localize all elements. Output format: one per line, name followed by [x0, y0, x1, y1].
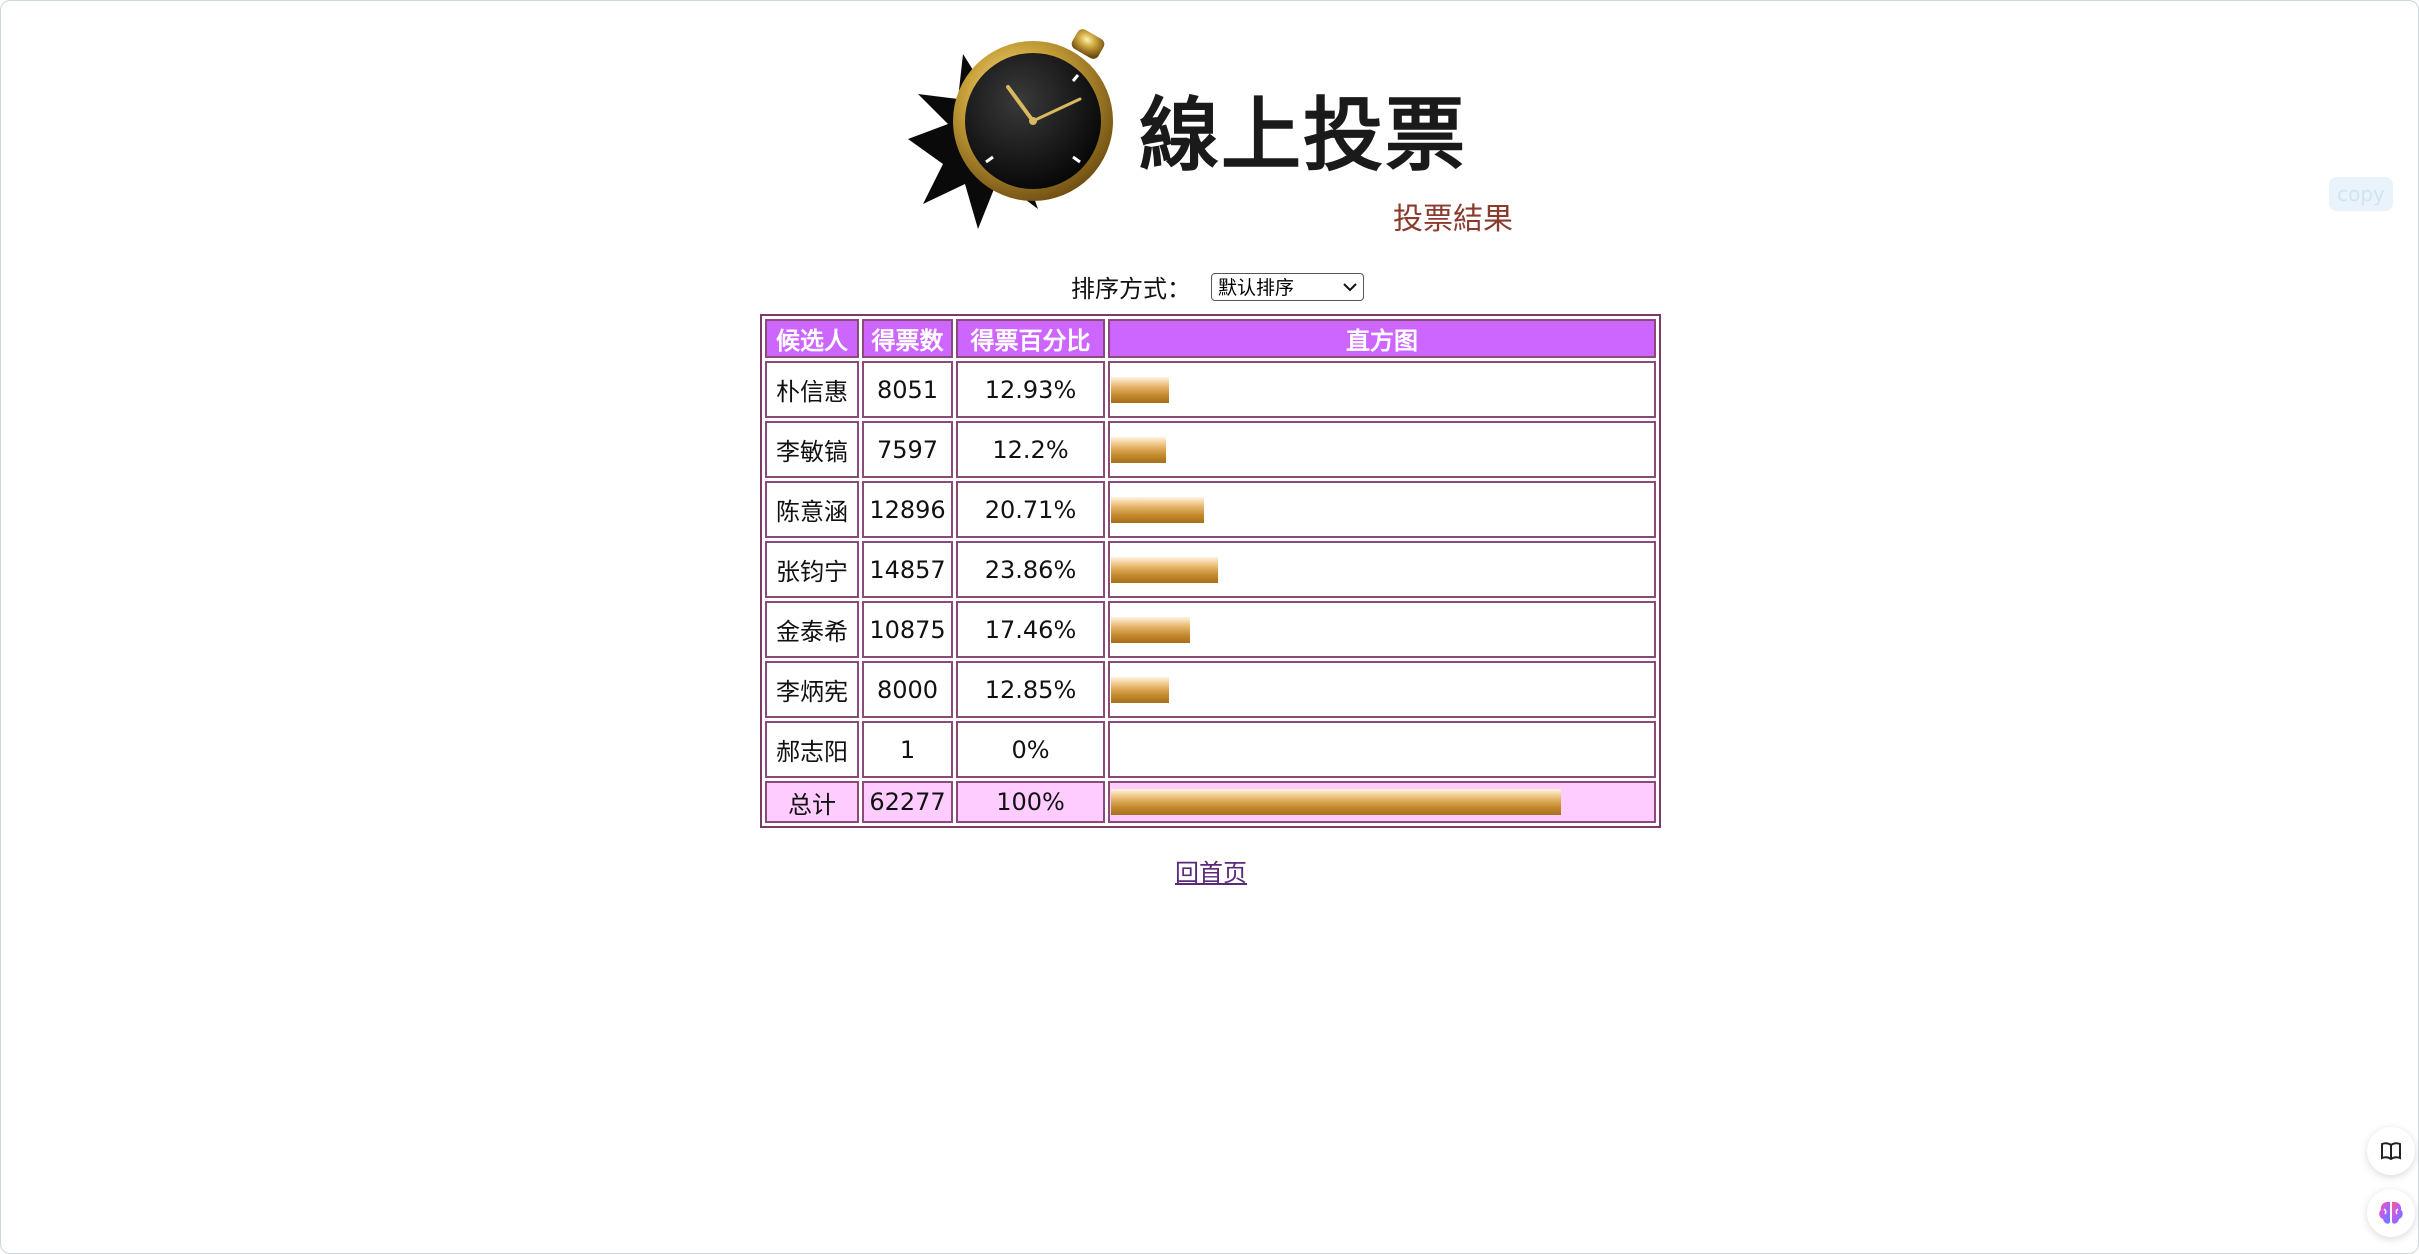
histogram-cell	[1108, 541, 1656, 598]
histogram-cell	[1108, 361, 1656, 418]
total-votes: 62277	[862, 781, 953, 823]
vote-percent: 12.93%	[956, 361, 1105, 418]
reader-button[interactable]	[2367, 1127, 2415, 1175]
vote-count: 14857	[862, 541, 953, 598]
book-icon	[2381, 1142, 2401, 1161]
site-title: 線上投票	[1139, 88, 1467, 182]
header-votes: 得票数	[862, 319, 953, 358]
vote-percent: 23.86%	[956, 541, 1105, 598]
histogram-cell	[1108, 421, 1656, 478]
histogram-cell	[1108, 781, 1656, 823]
histogram-bar	[1111, 496, 1204, 523]
vote-count: 12896	[862, 481, 953, 538]
vote-count: 10875	[862, 601, 953, 658]
table-header-row: 候选人 得票数 得票百分比 直方图	[765, 319, 1656, 358]
vote-count: 8000	[862, 661, 953, 718]
candidate-name: 郝志阳	[765, 721, 859, 778]
histogram-cell	[1108, 481, 1656, 538]
vote-count: 8051	[862, 361, 953, 418]
vote-percent: 12.85%	[956, 661, 1105, 718]
vote-count: 1	[862, 721, 953, 778]
candidate-name: 朴信惠	[765, 361, 859, 418]
sort-row: 排序方式： 默认排序	[1071, 269, 1364, 304]
ai-assistant-button[interactable]	[2367, 1189, 2415, 1237]
vote-percent: 20.71%	[956, 481, 1105, 538]
table-row: 朴信惠 8051 12.93%	[765, 361, 1656, 418]
total-percent: 100%	[956, 781, 1105, 823]
copy-button[interactable]: copy	[2329, 177, 2393, 211]
vote-percent: 17.46%	[956, 601, 1105, 658]
table-row: 李炳宪 8000 12.85%	[765, 661, 1656, 718]
histogram-cell	[1108, 661, 1656, 718]
table-row: 张钧宁 14857 23.86%	[765, 541, 1656, 598]
candidate-name: 张钧宁	[765, 541, 859, 598]
watch-icon	[953, 29, 1113, 201]
histogram-bar	[1111, 676, 1169, 703]
chevron-down-icon	[1343, 282, 1357, 291]
histogram-bar	[1111, 436, 1166, 463]
candidate-name: 金泰希	[765, 601, 859, 658]
candidate-name: 李炳宪	[765, 661, 859, 718]
vote-count: 7597	[862, 421, 953, 478]
total-label: 总计	[765, 781, 859, 823]
vote-percent: 12.2%	[956, 421, 1105, 478]
sort-select[interactable]: 默认排序	[1211, 272, 1364, 301]
table-row: 金泰希 10875 17.46%	[765, 601, 1656, 658]
page-subtitle: 投票結果	[1393, 202, 1513, 237]
home-link[interactable]: 回首页	[1175, 859, 1247, 887]
table-row: 李敏镐 7597 12.2%	[765, 421, 1656, 478]
histogram-bar-total	[1111, 789, 1561, 815]
histogram-bar	[1111, 556, 1218, 583]
candidate-name: 陈意涵	[765, 481, 859, 538]
histogram-cell	[1108, 601, 1656, 658]
sort-label: 排序方式：	[1071, 275, 1191, 303]
histogram-bar	[1111, 376, 1169, 403]
brain-icon	[2379, 1201, 2403, 1224]
histogram-cell	[1108, 721, 1656, 778]
header-candidate: 候选人	[765, 319, 859, 358]
histogram-bar	[1111, 616, 1190, 643]
table-row: 陈意涵 12896 20.71%	[765, 481, 1656, 538]
results-table: 候选人 得票数 得票百分比 直方图 朴信惠 8051 12.93% 李敏镐 75…	[760, 314, 1661, 828]
site-header: 線上投票 投票結果	[903, 29, 1523, 239]
vote-percent: 0%	[956, 721, 1105, 778]
header-percent: 得票百分比	[956, 319, 1105, 358]
candidate-name: 李敏镐	[765, 421, 859, 478]
header-histogram: 直方图	[1108, 319, 1656, 358]
sort-selected-value: 默认排序	[1218, 277, 1295, 299]
table-row: 郝志阳 1 0%	[765, 721, 1656, 778]
total-row: 总计 62277 100%	[765, 781, 1656, 823]
